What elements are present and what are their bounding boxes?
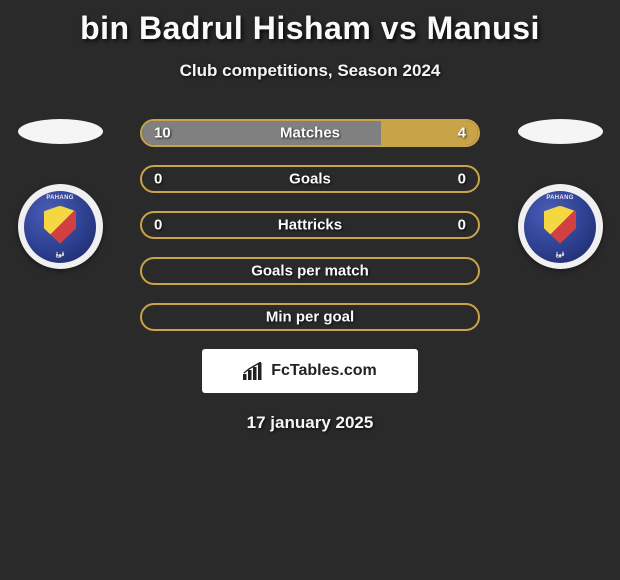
player-silhouette-head xyxy=(518,119,603,144)
brand-text: FcTables.com xyxy=(271,362,377,380)
brand-watermark: FcTables.com xyxy=(202,349,418,393)
comparison-content: PAHANG ڤهڠ PAHANG ڤهڠ Matches104Goals00H… xyxy=(0,119,620,433)
stat-row: Goals 0 0 xyxy=(140,165,480,193)
comparison-subtitle: Club competitions, Season 2024 xyxy=(0,61,620,81)
stat-value-right: 4 xyxy=(458,125,466,142)
player-left-column: PAHANG ڤهڠ xyxy=(0,119,120,269)
stat-value-left: 0 xyxy=(154,217,162,234)
stat-row: Min per goal xyxy=(140,303,480,331)
stat-label: Goals xyxy=(289,171,331,188)
player-right-club-logo: PAHANG ڤهڠ xyxy=(518,184,603,269)
stat-row: Goals per match xyxy=(140,257,480,285)
stat-row: Matches 10 4 xyxy=(140,119,480,147)
stat-value-left: 10 xyxy=(154,125,171,142)
stat-bars-container: Matches 10 4 Goals 0 0 Hattricks 0 0 Goals per ma… xyxy=(140,119,480,331)
stat-value-right: 0 xyxy=(458,171,466,188)
stat-label: Hattricks xyxy=(278,217,342,234)
stat-label: Goals per match xyxy=(251,263,369,280)
stat-fill-left xyxy=(142,121,381,145)
stat-row: Hattricks 0 0 xyxy=(140,211,480,239)
stat-label: Min per goal xyxy=(266,309,354,326)
stat-label: Matches xyxy=(280,125,340,142)
stat-value-right: 0 xyxy=(458,217,466,234)
brand-chart-icon xyxy=(243,362,265,380)
stat-value-left: 0 xyxy=(154,171,162,188)
player-left-club-logo: PAHANG ڤهڠ xyxy=(18,184,103,269)
player-right-column: PAHANG ڤهڠ xyxy=(500,119,620,269)
comparison-date: 17 january 2025 xyxy=(0,413,620,433)
player-silhouette-head xyxy=(18,119,103,144)
comparison-title: bin Badrul Hisham vs Manusi xyxy=(0,0,620,47)
